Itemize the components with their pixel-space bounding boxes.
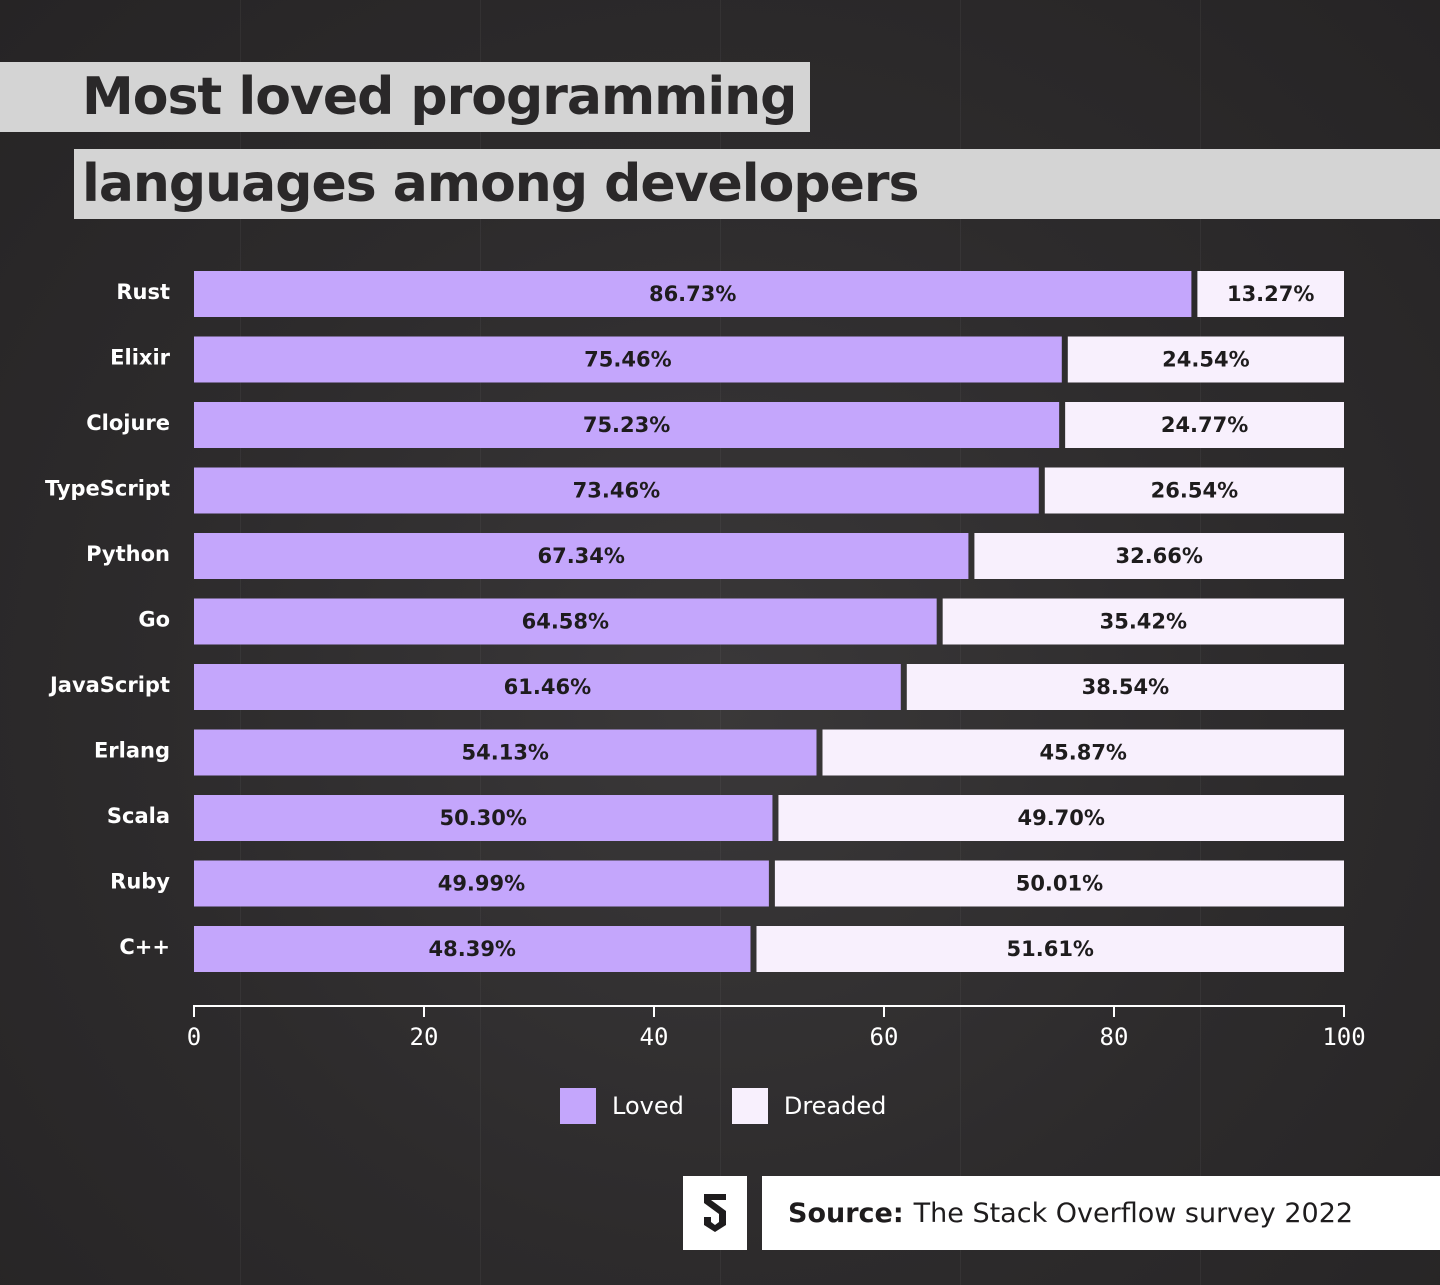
bar-dreaded bbox=[1067, 336, 1344, 383]
chart-title-line-1: Most loved programming bbox=[0, 62, 810, 132]
bar-loved bbox=[194, 533, 969, 579]
data-label-dreaded: 32.66% bbox=[1115, 544, 1202, 568]
data-label-loved: 86.73% bbox=[649, 282, 736, 306]
bar-loved bbox=[194, 467, 1039, 514]
source-text: The Stack Overflow survey 2022 bbox=[913, 1197, 1354, 1229]
source-note: Source: The Stack Overflow survey 2022 bbox=[762, 1176, 1440, 1250]
data-label-loved: 50.30% bbox=[439, 806, 526, 830]
data-label-dreaded: 24.54% bbox=[1162, 348, 1249, 372]
legend-label-loved: Loved bbox=[612, 1092, 684, 1120]
stacked-bar-chart: Rust 86.73% 13.27% Elixir 75.46% 24.54% Clojur… bbox=[45, 271, 1365, 1051]
bar-dreaded bbox=[942, 598, 1344, 645]
legend-item-loved: Loved bbox=[560, 1088, 684, 1124]
category-label: Erlang bbox=[94, 739, 170, 763]
data-label-dreaded: 38.54% bbox=[1082, 675, 1169, 699]
category-label: Elixir bbox=[110, 346, 170, 370]
brand-logo bbox=[683, 1176, 747, 1250]
data-label-dreaded: 49.70% bbox=[1017, 806, 1104, 830]
bar-dreaded bbox=[906, 664, 1344, 710]
bar-loved bbox=[194, 271, 1192, 317]
chart-title-line-2: languages among developers bbox=[74, 149, 1440, 219]
bar-dreaded bbox=[1197, 271, 1344, 317]
data-label-dreaded: 13.27% bbox=[1227, 282, 1314, 306]
category-label: Python bbox=[86, 542, 170, 566]
data-label-dreaded: 45.87% bbox=[1040, 741, 1127, 765]
chart-legend: Loved Dreaded bbox=[560, 1088, 934, 1124]
data-label-dreaded: 24.77% bbox=[1161, 413, 1248, 437]
x-axis-tick-label: 60 bbox=[870, 1023, 899, 1051]
bar-dreaded bbox=[1065, 402, 1344, 448]
bar-loved bbox=[194, 402, 1060, 448]
data-label-loved: 49.99% bbox=[438, 872, 525, 896]
data-label-loved: 67.34% bbox=[537, 544, 624, 568]
legend-swatch-dreaded bbox=[731, 1088, 768, 1124]
bar-dreaded bbox=[1044, 467, 1344, 514]
source-label: Source: bbox=[788, 1197, 904, 1229]
x-axis-tick-label: 0 bbox=[187, 1023, 201, 1051]
bar-loved bbox=[194, 664, 901, 710]
x-axis-tick-label: 20 bbox=[410, 1023, 439, 1051]
data-label-loved: 75.46% bbox=[584, 348, 671, 372]
category-label: Scala bbox=[107, 804, 170, 828]
bar-dreaded bbox=[774, 860, 1344, 907]
bar-loved bbox=[194, 598, 937, 645]
data-label-dreaded: 35.42% bbox=[1100, 610, 1187, 634]
category-label: TypeScript bbox=[45, 477, 170, 501]
legend-swatch-loved bbox=[560, 1088, 596, 1124]
bar-loved bbox=[194, 795, 773, 841]
x-axis-tick-label: 40 bbox=[640, 1023, 669, 1051]
bar-dreaded bbox=[756, 926, 1344, 972]
x-axis-tick-label: 80 bbox=[1100, 1023, 1129, 1051]
category-label: Ruby bbox=[110, 870, 170, 894]
category-label: Clojure bbox=[86, 411, 170, 435]
category-label: Go bbox=[138, 608, 170, 632]
bar-dreaded bbox=[778, 795, 1344, 841]
data-label-loved: 54.13% bbox=[462, 741, 549, 765]
data-label-loved: 75.23% bbox=[583, 413, 670, 437]
category-label: C++ bbox=[119, 935, 170, 959]
bar-dreaded bbox=[974, 533, 1344, 579]
data-label-dreaded: 50.01% bbox=[1016, 872, 1103, 896]
category-label: JavaScript bbox=[48, 673, 170, 697]
legend-item-dreaded: Dreaded bbox=[731, 1088, 887, 1124]
category-label: Rust bbox=[116, 280, 170, 304]
s-logo-icon bbox=[704, 1194, 726, 1232]
data-label-loved: 61.46% bbox=[504, 675, 591, 699]
data-label-loved: 73.46% bbox=[573, 479, 660, 503]
data-label-loved: 64.58% bbox=[522, 610, 609, 634]
data-label-loved: 48.39% bbox=[429, 937, 516, 961]
data-label-dreaded: 26.54% bbox=[1151, 479, 1238, 503]
bar-dreaded bbox=[822, 729, 1344, 776]
bar-loved bbox=[194, 860, 769, 907]
bar-loved bbox=[194, 729, 817, 776]
x-axis-tick-label: 100 bbox=[1322, 1023, 1365, 1051]
bar-loved bbox=[194, 336, 1062, 383]
legend-label-dreaded: Dreaded bbox=[783, 1092, 887, 1120]
bar-loved bbox=[194, 926, 751, 972]
data-label-dreaded: 51.61% bbox=[1007, 937, 1094, 961]
